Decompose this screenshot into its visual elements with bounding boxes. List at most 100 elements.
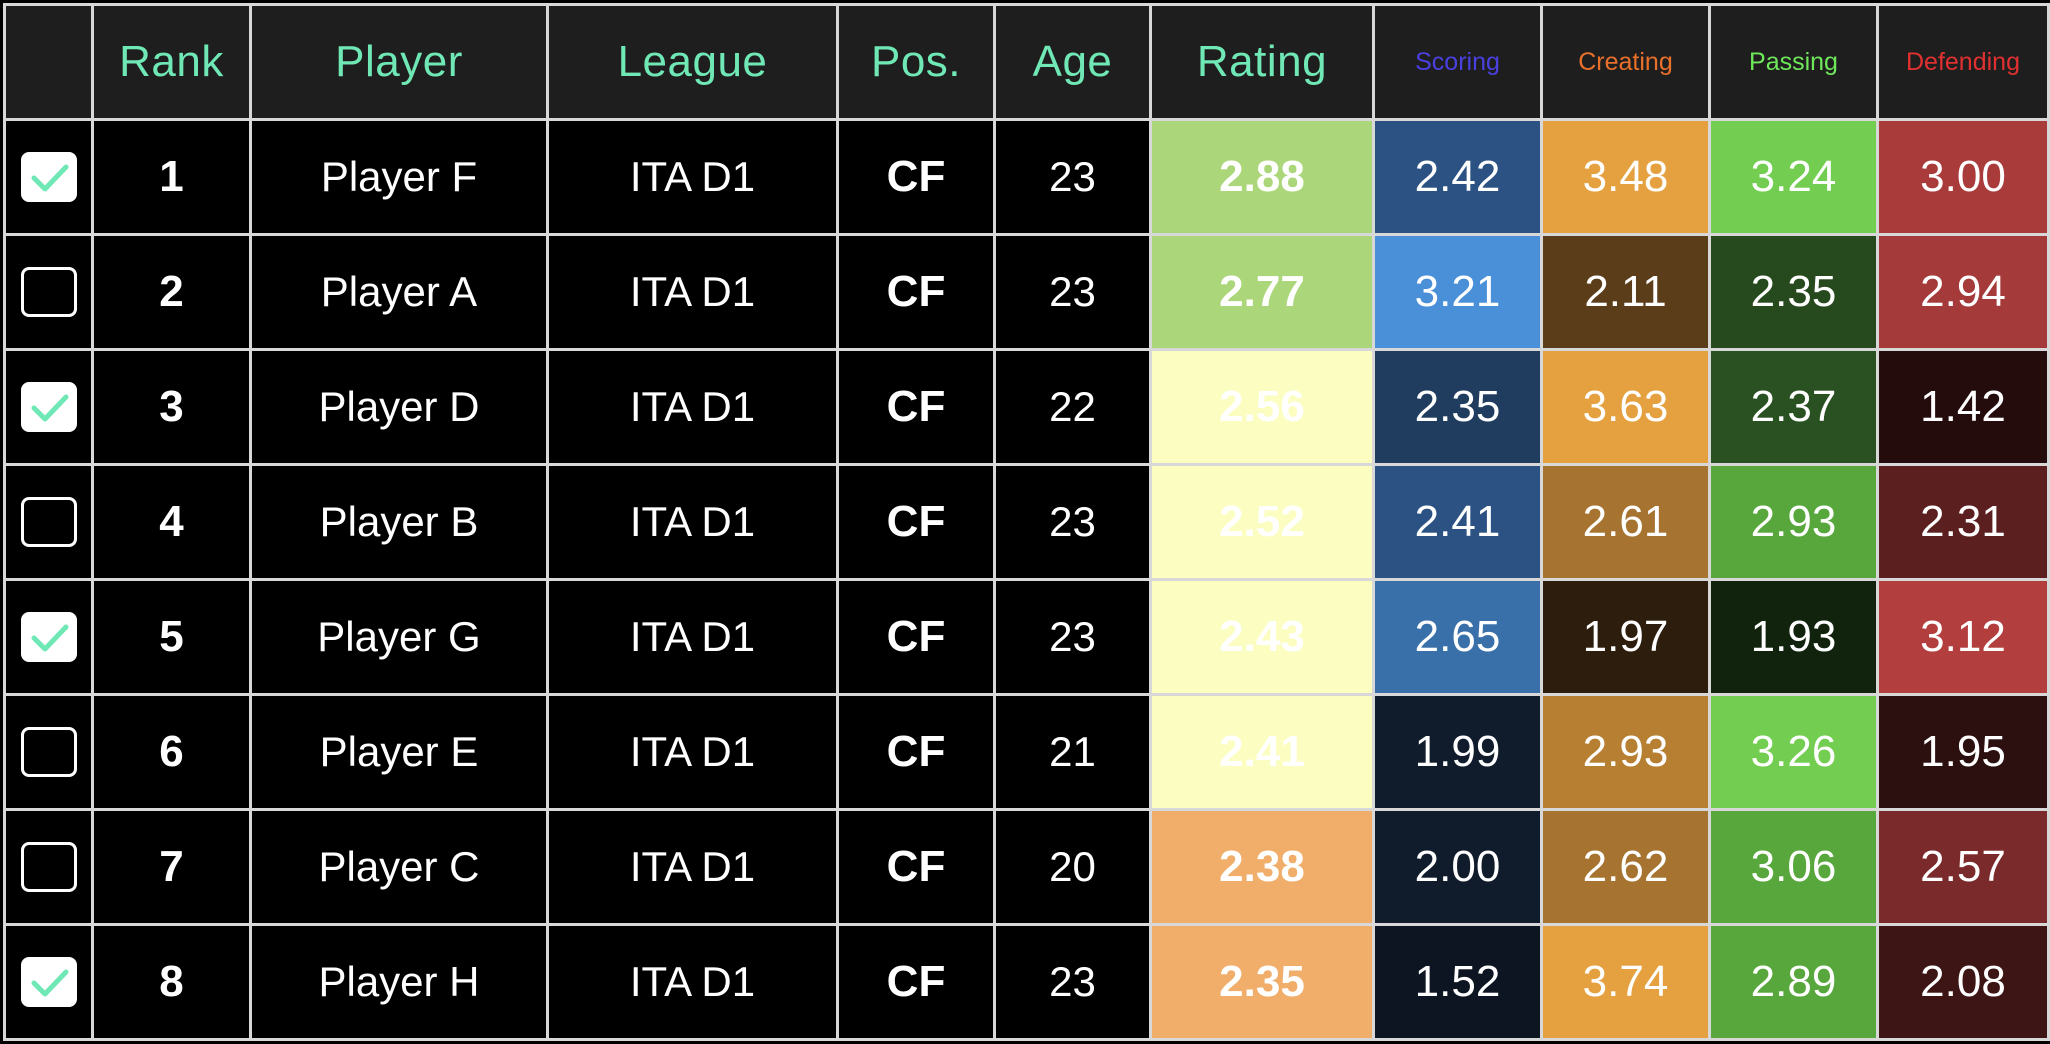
position-cell: CF <box>836 348 996 466</box>
header-row: Rank Player League Pos. Age Rating Scori… <box>3 3 2050 121</box>
header-rank[interactable]: Rank <box>91 3 252 121</box>
defending-cell: 1.95 <box>1876 693 2050 811</box>
passing-cell: 1.93 <box>1708 578 1879 696</box>
header-player[interactable]: Player <box>249 3 549 121</box>
league-cell: ITA D1 <box>546 923 839 1041</box>
position-cell: CF <box>836 463 996 581</box>
table-row[interactable]: 6 Player E ITA D1 CF 21 2.41 1.99 2.93 3.26 1.95 <box>3 693 2050 811</box>
scoring-cell: 2.41 <box>1372 463 1543 581</box>
rank-cell: 2 <box>91 233 252 351</box>
row-checkbox[interactable] <box>20 727 77 777</box>
rating-cell: 2.35 <box>1149 923 1375 1041</box>
defending-cell: 3.00 <box>1876 118 2050 236</box>
age-cell: 23 <box>993 578 1152 696</box>
checkmark-icon <box>31 624 68 652</box>
table-row[interactable]: 1 Player F ITA D1 CF 23 2.88 2.42 3.48 3.24 3.00 <box>3 118 2050 236</box>
row-checkbox[interactable] <box>20 842 77 892</box>
row-select-cell <box>3 693 94 811</box>
league-cell: ITA D1 <box>546 693 839 811</box>
row-select-cell <box>3 463 94 581</box>
row-select-cell <box>3 348 94 466</box>
creating-cell: 1.97 <box>1540 578 1711 696</box>
scoring-cell: 3.21 <box>1372 233 1543 351</box>
header-creating[interactable]: Creating <box>1540 3 1711 121</box>
scoring-cell: 2.42 <box>1372 118 1543 236</box>
rank-cell: 4 <box>91 463 252 581</box>
row-checkbox[interactable] <box>20 612 77 662</box>
league-cell: ITA D1 <box>546 118 839 236</box>
player-name-cell[interactable]: Player A <box>249 233 549 351</box>
player-name-cell[interactable]: Player G <box>249 578 549 696</box>
row-select-cell <box>3 118 94 236</box>
row-checkbox[interactable] <box>20 497 77 547</box>
position-cell: CF <box>836 923 996 1041</box>
table-row[interactable]: 7 Player C ITA D1 CF 20 2.38 2.00 2.62 3.06 2.57 <box>3 808 2050 926</box>
header-defending[interactable]: Defending <box>1876 3 2050 121</box>
row-checkbox[interactable] <box>20 152 77 202</box>
header-scoring[interactable]: Scoring <box>1372 3 1543 121</box>
rating-cell: 2.41 <box>1149 693 1375 811</box>
header-league[interactable]: League <box>546 3 839 121</box>
defending-cell: 3.12 <box>1876 578 2050 696</box>
scoring-cell: 2.35 <box>1372 348 1543 466</box>
passing-cell: 3.06 <box>1708 808 1879 926</box>
player-name-cell[interactable]: Player D <box>249 348 549 466</box>
passing-cell: 2.35 <box>1708 233 1879 351</box>
row-checkbox[interactable] <box>20 957 77 1007</box>
player-name-cell[interactable]: Player H <box>249 923 549 1041</box>
table-row[interactable]: 4 Player B ITA D1 CF 23 2.52 2.41 2.61 2.93 2.31 <box>3 463 2050 581</box>
player-name-cell[interactable]: Player F <box>249 118 549 236</box>
passing-cell: 2.37 <box>1708 348 1879 466</box>
creating-cell: 2.93 <box>1540 693 1711 811</box>
age-cell: 23 <box>993 233 1152 351</box>
header-age[interactable]: Age <box>993 3 1152 121</box>
league-cell: ITA D1 <box>546 808 839 926</box>
table-row[interactable]: 5 Player G ITA D1 CF 23 2.43 2.65 1.97 1.93 3.12 <box>3 578 2050 696</box>
league-cell: ITA D1 <box>546 348 839 466</box>
passing-cell: 3.26 <box>1708 693 1879 811</box>
defending-cell: 1.42 <box>1876 348 2050 466</box>
defending-cell: 2.08 <box>1876 923 2050 1041</box>
position-cell: CF <box>836 693 996 811</box>
rating-cell: 2.88 <box>1149 118 1375 236</box>
table-row[interactable]: 2 Player A ITA D1 CF 23 2.77 3.21 2.11 2.35 2.94 <box>3 233 2050 351</box>
row-checkbox[interactable] <box>20 382 77 432</box>
header-position[interactable]: Pos. <box>836 3 996 121</box>
rank-cell: 8 <box>91 923 252 1041</box>
creating-cell: 3.74 <box>1540 923 1711 1041</box>
scoring-cell: 2.00 <box>1372 808 1543 926</box>
table-row[interactable]: 8 Player H ITA D1 CF 23 2.35 1.52 3.74 2.89 2.08 <box>3 923 2050 1041</box>
position-cell: CF <box>836 233 996 351</box>
rank-cell: 1 <box>91 118 252 236</box>
age-cell: 23 <box>993 463 1152 581</box>
age-cell: 21 <box>993 693 1152 811</box>
position-cell: CF <box>836 578 996 696</box>
scoring-cell: 1.99 <box>1372 693 1543 811</box>
league-cell: ITA D1 <box>546 578 839 696</box>
player-name-cell[interactable]: Player B <box>249 463 549 581</box>
position-cell: CF <box>836 118 996 236</box>
row-select-cell <box>3 808 94 926</box>
rating-cell: 2.56 <box>1149 348 1375 466</box>
player-ranking-table: Rank Player League Pos. Age Rating Scori… <box>3 3 2050 1041</box>
age-cell: 23 <box>993 118 1152 236</box>
creating-cell: 3.63 <box>1540 348 1711 466</box>
checkmark-icon <box>31 164 68 192</box>
defending-cell: 2.94 <box>1876 233 2050 351</box>
scoring-cell: 2.65 <box>1372 578 1543 696</box>
player-name-cell[interactable]: Player E <box>249 693 549 811</box>
player-name-cell[interactable]: Player C <box>249 808 549 926</box>
header-passing[interactable]: Passing <box>1708 3 1879 121</box>
passing-cell: 3.24 <box>1708 118 1879 236</box>
row-select-cell <box>3 578 94 696</box>
table-body: 1 Player F ITA D1 CF 23 2.88 2.42 3.48 3.24 3.00 2… <box>3 118 2050 1041</box>
row-checkbox[interactable] <box>20 267 77 317</box>
table-row[interactable]: 3 Player D ITA D1 CF 22 2.56 2.35 3.63 2.37 1.42 <box>3 348 2050 466</box>
scoring-cell: 1.52 <box>1372 923 1543 1041</box>
defending-cell: 2.31 <box>1876 463 2050 581</box>
creating-cell: 2.62 <box>1540 808 1711 926</box>
header-rating[interactable]: Rating <box>1149 3 1375 121</box>
creating-cell: 2.61 <box>1540 463 1711 581</box>
defending-cell: 2.57 <box>1876 808 2050 926</box>
creating-cell: 3.48 <box>1540 118 1711 236</box>
